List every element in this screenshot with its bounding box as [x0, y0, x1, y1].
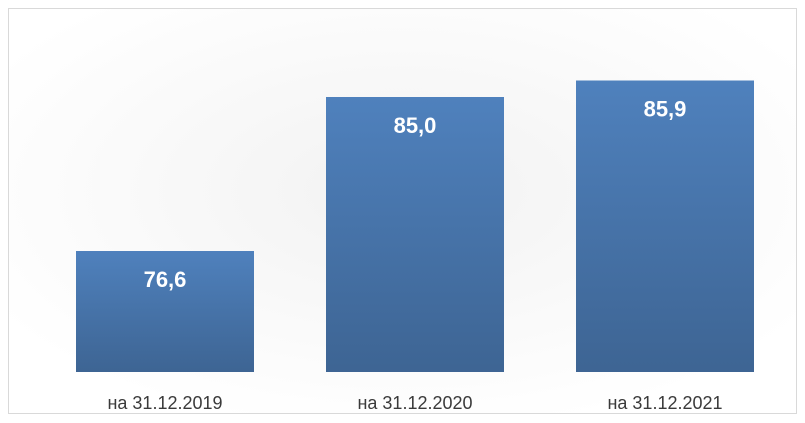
value-label: 76,6 — [144, 267, 187, 292]
x-tick-label: на 31.12.2021 — [607, 393, 722, 413]
bar — [76, 251, 254, 372]
value-label: 85,0 — [394, 113, 437, 138]
x-tick-label: на 31.12.2019 — [107, 393, 222, 413]
x-tick-label: на 31.12.2020 — [357, 393, 472, 413]
value-label: 85,9 — [644, 96, 687, 121]
bar — [326, 97, 504, 372]
bar — [576, 80, 754, 372]
